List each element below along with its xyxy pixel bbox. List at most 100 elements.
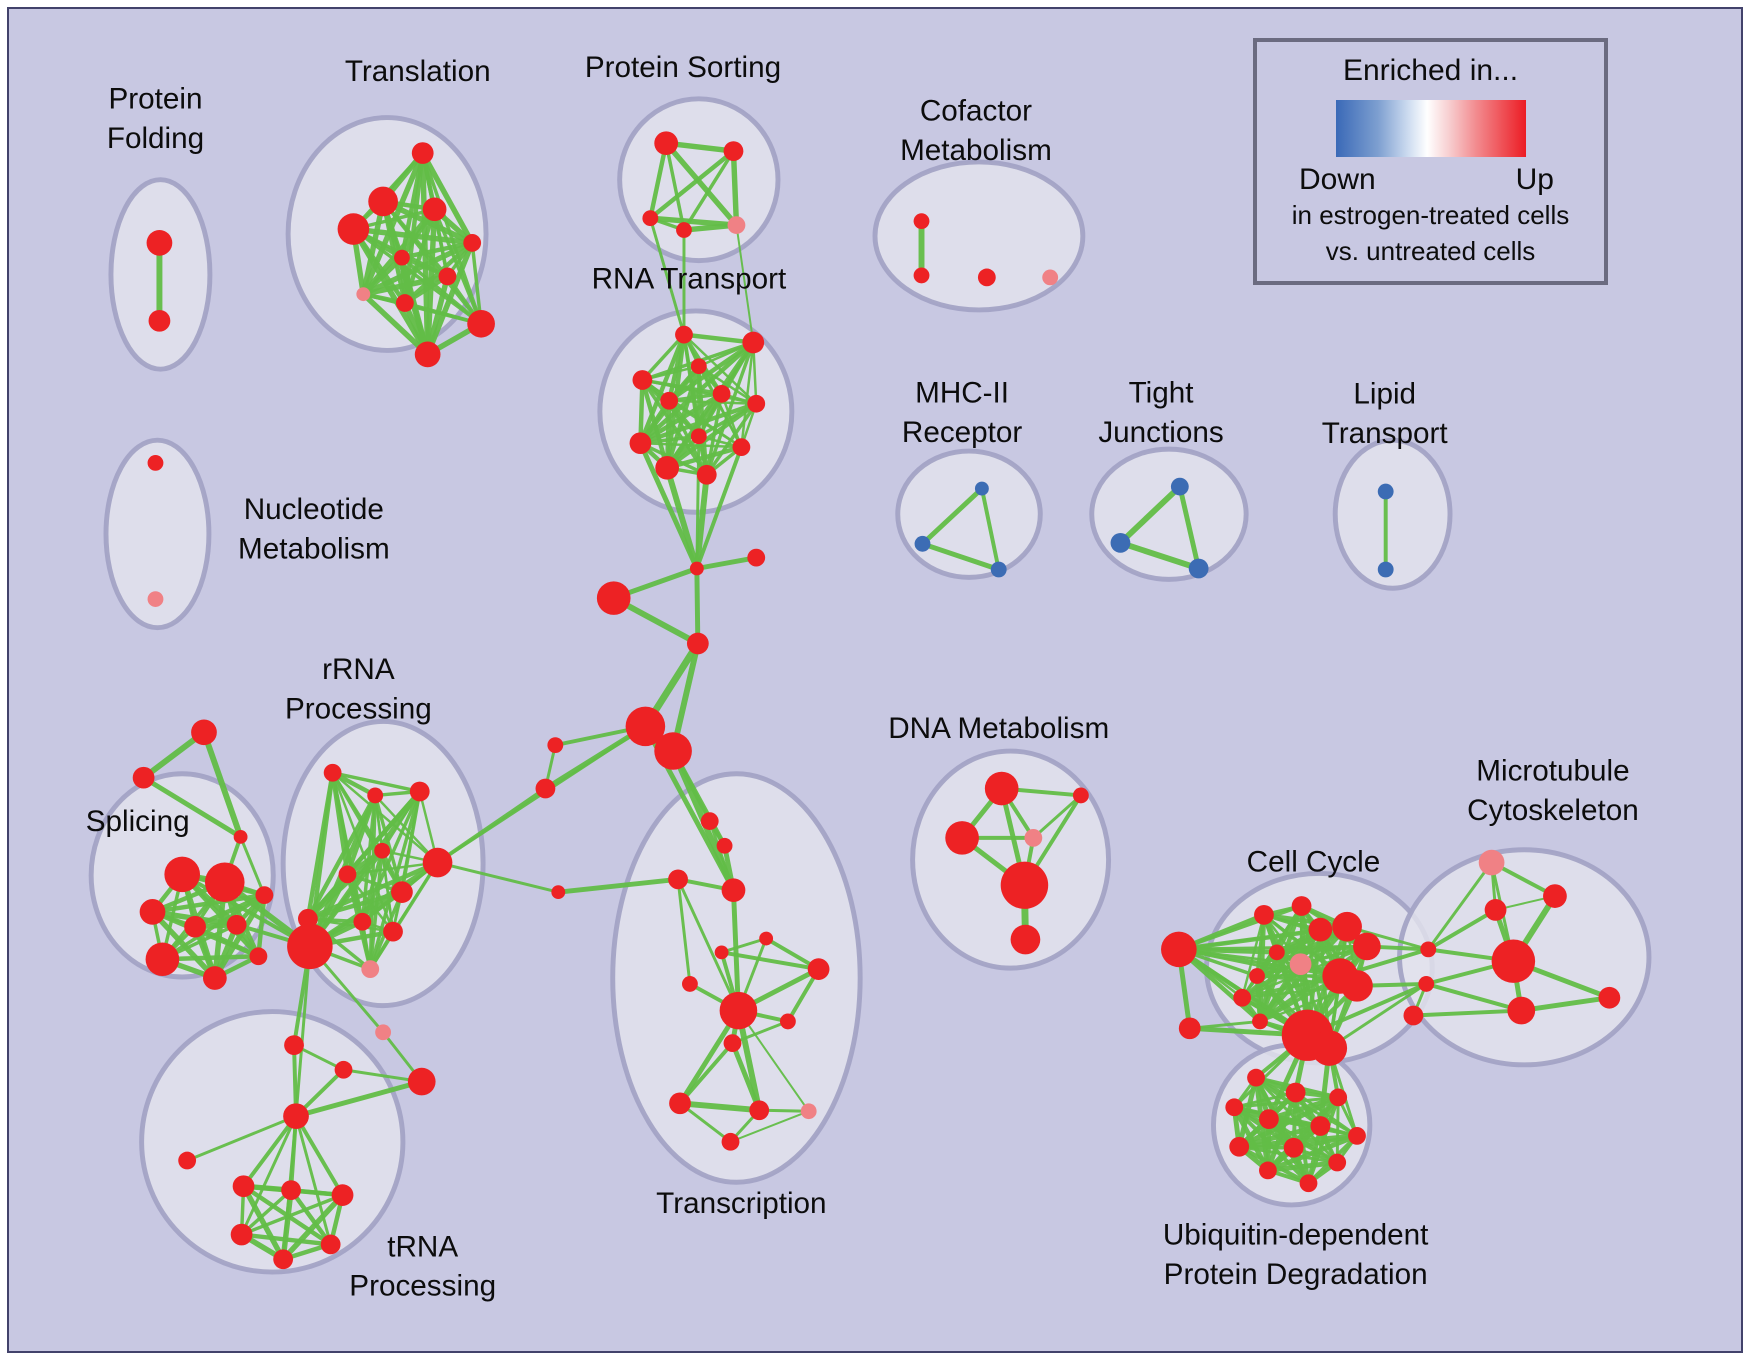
node-tj3 [1188, 558, 1209, 579]
edge-ps5-r2 [735, 224, 755, 344]
node-rr9 [353, 912, 372, 931]
node-tx12 [669, 1092, 691, 1115]
node-mt1 [1478, 849, 1505, 876]
node-sp7 [145, 942, 180, 977]
node-tx3 [668, 869, 688, 890]
node-rr1 [323, 763, 342, 782]
node-nm1 [147, 455, 164, 471]
node-lt1 [1377, 483, 1394, 500]
node-ub2 [1285, 1082, 1306, 1103]
node-mt7 [1403, 1005, 1424, 1026]
node-mc1 [1420, 941, 1437, 958]
edge-t6-t8 [360, 254, 405, 297]
legend-scale-labels: Down Up [1257, 157, 1604, 197]
node-mh1 [974, 481, 989, 496]
cluster-label-splicing: Splicing [86, 805, 190, 838]
edge-ps1-ps5 [663, 140, 740, 228]
legend-down-label: Down [1299, 163, 1376, 196]
edge-t5-t6 [399, 240, 475, 260]
cluster-label-ubiquitin-degradation: Ubiquitin-dependent Protein Degradation [1163, 1218, 1429, 1290]
node-cf1 [913, 213, 930, 230]
color-scale-gradient-bar [1335, 100, 1526, 157]
edge-cc7-cc9 [1274, 944, 1370, 955]
edge-r6-r8 [638, 391, 724, 446]
node-t6 [393, 249, 410, 266]
node-cc16 [1311, 1030, 1348, 1066]
node-mt5 [1507, 996, 1536, 1025]
edge-ps1-ps3 [648, 140, 669, 221]
node-ub6 [1310, 1116, 1331, 1136]
edge-t1-t8 [360, 150, 426, 297]
node-rr13 [375, 1024, 392, 1041]
edge-t2-t8 [360, 198, 386, 297]
node-cc7 [1353, 932, 1381, 961]
edge-tn1-tn8 [294, 1114, 333, 1246]
edge-t4-t5 [350, 226, 475, 246]
node-c2 [747, 548, 766, 567]
node-pf1 [146, 230, 173, 256]
node-cf4 [1042, 269, 1059, 286]
edge-tj2-tj3 [1117, 539, 1202, 572]
node-sp6 [255, 886, 274, 904]
edge-r1-r3 [640, 332, 686, 382]
edge-tx11-tx12 [678, 1041, 735, 1106]
edge-cc16-mc2 [1327, 982, 1428, 1050]
node-ub12 [1299, 1174, 1318, 1193]
node-nm2 [147, 591, 164, 607]
edge-r2-r8 [638, 340, 756, 446]
node-mh2 [914, 535, 931, 552]
node-ub7 [1348, 1127, 1366, 1145]
node-r9 [690, 428, 707, 445]
cluster-ellipse-nucleotide-metabolism [103, 437, 212, 631]
node-mt4 [1491, 939, 1536, 983]
node-c3 [596, 581, 631, 615]
edge-tx11-tx13 [730, 1040, 762, 1113]
node-t8 [356, 287, 371, 302]
edge-r2-r10 [740, 341, 755, 449]
node-sp1 [164, 856, 201, 893]
edge-ps2-ps3 [648, 148, 736, 221]
edge-t3-t10 [432, 207, 483, 326]
node-rr7 [422, 847, 453, 878]
node-r12 [696, 464, 717, 485]
node-sp2 [204, 862, 245, 903]
edge-ps2-ps4 [682, 149, 736, 232]
edge-rr5-rr7 [346, 861, 439, 876]
edge-r7-r11 [664, 401, 759, 471]
edge-s3-sp6 [239, 835, 266, 897]
node-rr2 [367, 787, 384, 804]
edge-rr1-rr3 [330, 771, 422, 794]
node-ps3 [642, 210, 659, 227]
legend-caption-line2: vs. untreated cells [1325, 236, 1536, 266]
node-sp3 [139, 899, 166, 925]
cluster-label-protein-sorting: Protein Sorting [585, 51, 781, 84]
edge-tx3-tx9 [676, 877, 740, 1013]
node-tx10 [779, 1013, 796, 1030]
nodes [132, 131, 1621, 1270]
edge-tn1-tn5 [294, 1114, 345, 1198]
cluster-ellipse-trna-processing [139, 1009, 406, 1275]
edge-tx15-tx14 [729, 1110, 810, 1143]
edge-cc3-cc11 [1240, 913, 1266, 999]
edge-rr11-tn1 [294, 944, 312, 1118]
node-tx8 [807, 958, 830, 980]
edge-tx3-tx7 [676, 877, 692, 986]
edge-tx14-tx9 [737, 1009, 810, 1113]
node-r7 [747, 394, 766, 413]
node-rr5 [338, 865, 357, 884]
edge-mh2-mh3 [920, 541, 1002, 572]
node-tn7 [273, 1249, 294, 1270]
node-t7 [438, 267, 457, 286]
network-canvas: Protein Folding Translation Protein Sorting… [7, 7, 1743, 1353]
node-ub5 [1259, 1109, 1279, 1129]
edge-sp1-rr11 [180, 872, 312, 949]
node-cc1 [1161, 931, 1197, 968]
node-cc8 [1289, 953, 1312, 976]
edge-rr1-rr7 [331, 771, 439, 864]
edge-ub3-ub4 [1232, 1095, 1340, 1109]
edge-t5-t8 [360, 240, 475, 297]
node-lt2 [1377, 561, 1394, 578]
node-b1 [625, 706, 666, 747]
node-dm1 [984, 771, 1019, 806]
